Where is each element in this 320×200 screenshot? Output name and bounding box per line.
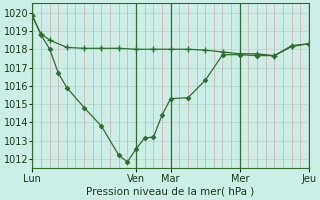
X-axis label: Pression niveau de la mer( hPa ): Pression niveau de la mer( hPa ) — [86, 187, 255, 197]
